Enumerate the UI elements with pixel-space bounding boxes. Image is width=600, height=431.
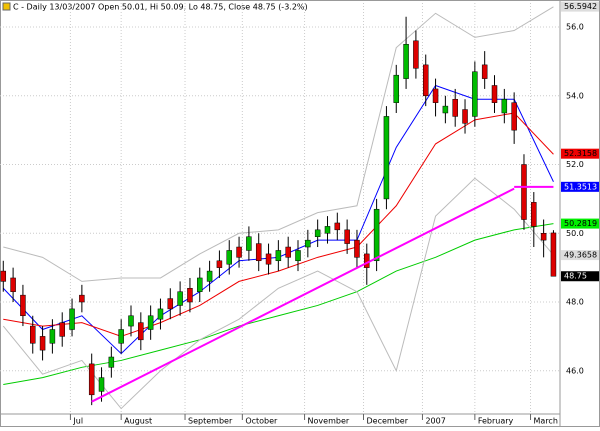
candle-body	[344, 229, 350, 244]
x-tick-label: September	[188, 417, 233, 426]
candle-body	[187, 288, 193, 303]
price-box-label: 49.3658	[564, 251, 597, 260]
candle-body	[275, 250, 282, 262]
candle-body	[393, 74, 400, 103]
candle-body	[138, 322, 144, 341]
x-tick-label: October	[245, 417, 278, 426]
price-box	[561, 148, 599, 159]
candle-body	[413, 40, 419, 69]
candle-body	[501, 98, 508, 114]
y-tick-label: 56.0	[566, 23, 584, 32]
candle-body	[108, 356, 115, 368]
candle-body	[373, 208, 380, 262]
price-box-label: 56.5942	[564, 2, 597, 11]
price-box	[561, 1, 599, 12]
candle-body	[521, 164, 527, 220]
candle-body	[432, 88, 439, 103]
x-tick-label: December	[367, 417, 409, 426]
candle-body	[481, 64, 488, 79]
x-tick-label: November	[308, 417, 350, 426]
candle-body	[20, 294, 26, 317]
candle-body	[167, 298, 174, 310]
candle-body	[550, 232, 557, 277]
candle-body	[324, 226, 331, 234]
candle-body	[147, 315, 154, 330]
x-tick-label: March	[534, 417, 558, 426]
candle-body	[79, 294, 85, 303]
candle-body	[177, 291, 183, 306]
x-tick-label: 2007	[425, 417, 445, 426]
indicator-line	[2, 177, 554, 410]
candle-body	[531, 202, 537, 227]
x-tick-label: August	[124, 417, 152, 426]
candle-body	[98, 377, 105, 392]
candle-body	[334, 222, 341, 231]
candle-body	[442, 105, 449, 114]
candle-body	[314, 229, 321, 237]
candle-body	[10, 277, 16, 292]
candle-body	[246, 236, 252, 251]
candle-body	[216, 260, 223, 268]
candle-body	[236, 246, 242, 258]
y-tick-label: 50.0	[566, 229, 584, 238]
candle-body	[295, 250, 301, 262]
candle-body	[69, 308, 75, 330]
candle-body	[472, 71, 478, 117]
candle-body	[226, 250, 232, 265]
candle-body	[39, 336, 46, 351]
candle-body	[265, 253, 272, 265]
candle-body	[511, 102, 517, 131]
y-tick-label: 52.0	[566, 160, 584, 169]
candle-body	[364, 253, 370, 268]
candle-body	[305, 239, 311, 248]
candle-body	[403, 43, 409, 79]
indicator-line	[3, 223, 554, 385]
candle-body	[354, 239, 360, 258]
candle-body	[49, 329, 56, 344]
candle-body	[285, 246, 291, 258]
indicator-line	[3, 6, 554, 282]
candle-body	[59, 322, 65, 337]
y-tick-label: 48.0	[566, 298, 584, 307]
price-box	[561, 181, 599, 192]
candle-body	[452, 98, 458, 117]
price-box	[561, 271, 599, 282]
price-box-label: 52.3158	[564, 149, 597, 158]
candle-body	[29, 325, 36, 344]
candle-body	[118, 329, 124, 344]
candle-body	[128, 315, 134, 327]
candle-body	[491, 85, 498, 103]
price-box-label: 51.3513	[564, 182, 597, 191]
candle-body	[383, 116, 390, 200]
price-box-label: 48.75	[564, 272, 587, 281]
candle-body	[206, 270, 213, 282]
candle-body	[255, 243, 262, 262]
x-tick-label: February	[478, 417, 514, 426]
y-tick-label: 46.0	[566, 366, 584, 375]
trendline	[91, 187, 515, 403]
chart-title: C - Daily 13/03/2007 Open 50.01, Hi 50.0…	[13, 3, 308, 12]
x-tick-label: Jul	[72, 417, 83, 426]
y-tick-label: 54.0	[566, 91, 584, 100]
candle-body	[157, 308, 164, 320]
candle-body	[540, 233, 547, 241]
candle-body	[462, 109, 468, 124]
price-box-label: 50.2819	[564, 219, 597, 228]
candle-body	[197, 277, 203, 292]
candle-body	[422, 64, 429, 97]
price-box	[561, 250, 599, 261]
price-box	[561, 218, 599, 229]
logo	[2, 2, 11, 11]
candle-body	[0, 270, 7, 282]
candle-body	[88, 363, 95, 396]
